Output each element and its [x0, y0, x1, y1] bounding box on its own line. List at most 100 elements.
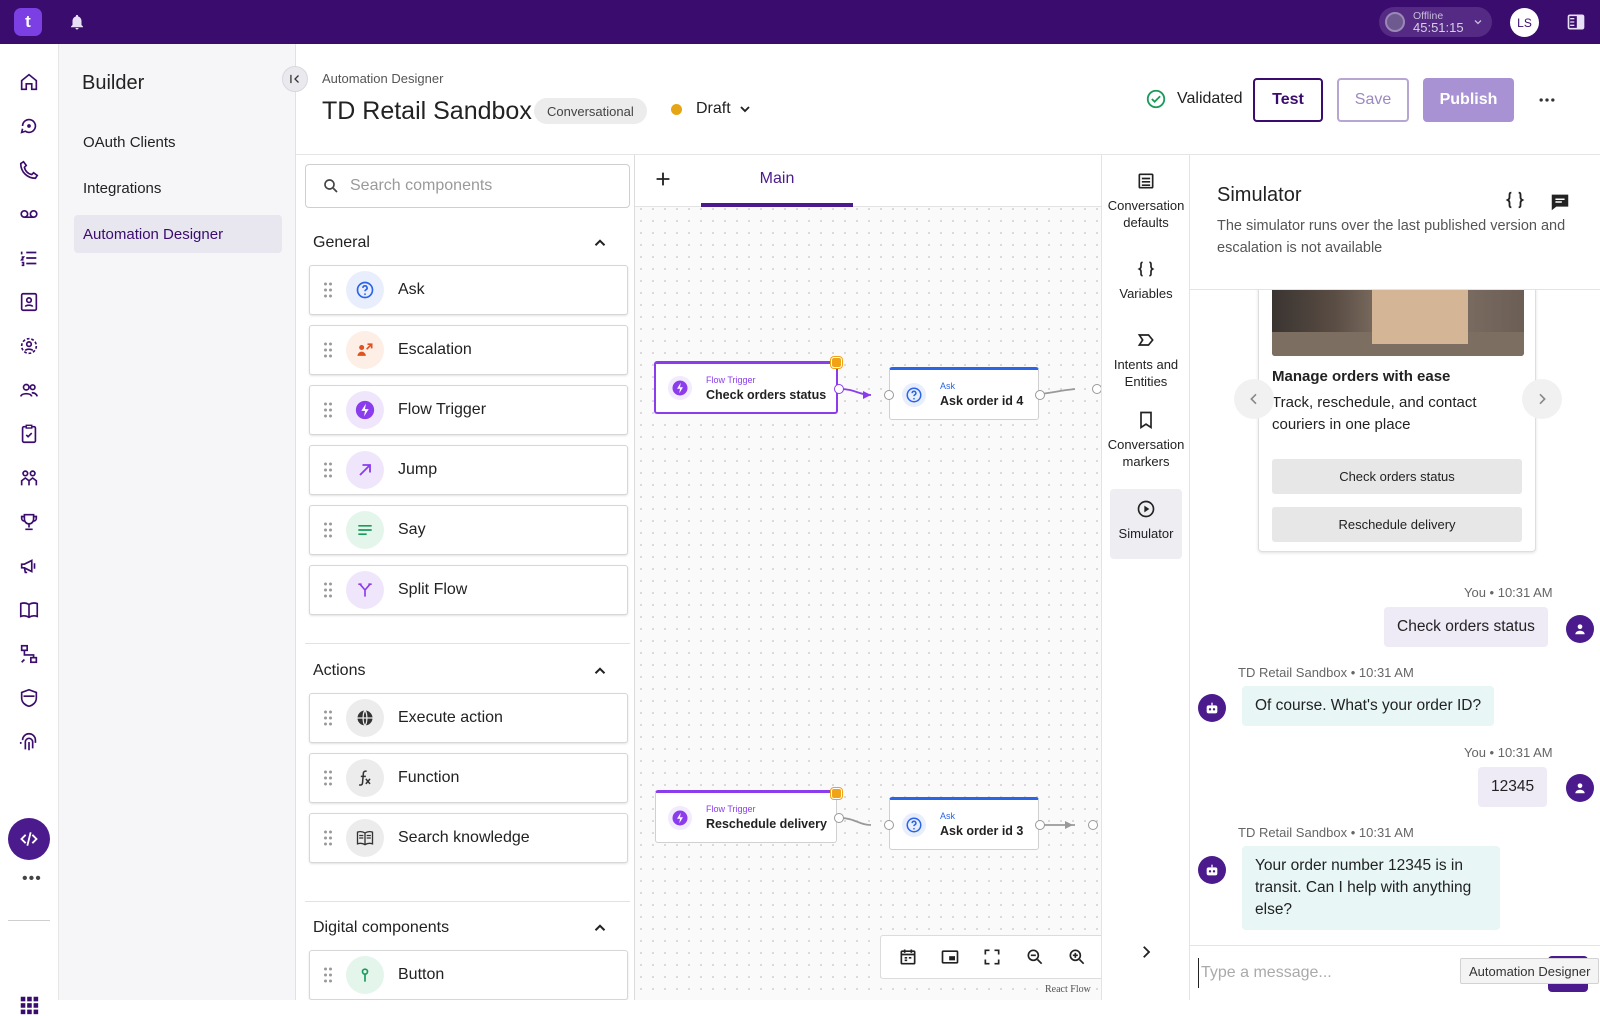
tool-variables[interactable]: Variables	[1110, 249, 1182, 302]
component-split-flow[interactable]: Split Flow	[309, 565, 628, 615]
card-button-check-orders[interactable]: Check orders status	[1272, 459, 1522, 494]
tool-simulator[interactable]: Simulator	[1110, 489, 1182, 559]
component-label: Say	[398, 521, 426, 538]
book-icon[interactable]	[17, 598, 41, 622]
component-label: Flow Trigger	[398, 401, 487, 418]
type-chip: Conversational	[534, 98, 647, 124]
collapse-sidebar-button[interactable]	[282, 66, 308, 92]
breadcrumb[interactable]: Automation Designer	[322, 71, 444, 86]
publish-button[interactable]: Publish	[1423, 78, 1514, 122]
status-label: Offline	[1413, 10, 1444, 22]
user-message: Check orders status	[1384, 607, 1548, 647]
tool-conversation-markers[interactable]: Conversation markers	[1108, 400, 1184, 470]
more-icon[interactable]: •••	[22, 870, 42, 887]
megaphone-icon[interactable]	[17, 554, 41, 578]
calendar-icon[interactable]	[898, 947, 918, 967]
node-reschedule-delivery[interactable]: Flow Trigger Reschedule delivery	[655, 790, 837, 843]
carousel-next-button[interactable]	[1522, 379, 1562, 419]
section-digital-components[interactable]: Digital components	[313, 919, 631, 937]
status-dropdown[interactable]: Draft	[671, 100, 753, 118]
zoom-out-icon[interactable]	[1025, 947, 1045, 967]
section-actions[interactable]: Actions	[313, 662, 631, 680]
target-handle[interactable]	[884, 820, 894, 830]
drag-handle-icon[interactable]	[310, 710, 346, 726]
source-handle[interactable]	[1035, 390, 1045, 400]
test-button[interactable]: Test	[1253, 78, 1323, 122]
drag-handle-icon[interactable]	[310, 462, 346, 478]
source-handle[interactable]	[834, 384, 844, 394]
fingerprint-icon[interactable]	[17, 730, 41, 754]
component-button[interactable]: Button	[309, 950, 628, 1000]
tab-main[interactable]: Main	[701, 155, 853, 207]
carousel-prev-button[interactable]	[1234, 379, 1274, 419]
target-handle[interactable]	[1092, 384, 1101, 394]
more-options-icon[interactable]	[1536, 90, 1558, 110]
list-icon[interactable]	[17, 246, 41, 270]
bell-icon[interactable]	[68, 13, 86, 31]
source-handle[interactable]	[834, 813, 844, 823]
component-search-knowledge[interactable]: Search knowledge	[309, 813, 628, 863]
agent-icon[interactable]	[17, 334, 41, 358]
drag-handle-icon[interactable]	[310, 967, 346, 983]
trophy-icon[interactable]	[17, 510, 41, 534]
save-button[interactable]: Save	[1337, 78, 1409, 122]
target-handle[interactable]	[884, 390, 894, 400]
json-braces-icon[interactable]	[1504, 189, 1526, 211]
component-say[interactable]: Say	[309, 505, 628, 555]
globe-icon	[346, 699, 384, 737]
clipboard-icon[interactable]	[17, 422, 41, 446]
component-function[interactable]: Function	[309, 753, 628, 803]
home-icon[interactable]	[17, 70, 41, 94]
app-logo[interactable]: t	[14, 8, 42, 36]
page-title: TD Retail Sandbox	[322, 97, 532, 125]
target-handle[interactable]	[1088, 820, 1098, 830]
drag-handle-icon[interactable]	[310, 342, 346, 358]
node-ask-order-id-4[interactable]: Ask Ask order id 4	[889, 367, 1039, 420]
drag-handle-icon[interactable]	[310, 522, 346, 538]
component-jump[interactable]: Jump	[309, 445, 628, 495]
nav-oauth-clients[interactable]: OAuth Clients	[83, 133, 176, 151]
drag-handle-icon[interactable]	[310, 582, 346, 598]
user-avatar[interactable]: LS	[1510, 8, 1539, 37]
users-icon[interactable]	[17, 466, 41, 490]
add-tab-icon[interactable]	[652, 168, 674, 190]
drag-handle-icon[interactable]	[310, 770, 346, 786]
component-flow-trigger[interactable]: Flow Trigger	[309, 385, 628, 435]
component-execute-action[interactable]: Execute action	[309, 693, 628, 743]
apps-grid-icon[interactable]	[18, 994, 40, 1016]
side-panel-icon[interactable]	[1566, 12, 1586, 32]
react-flow-attribution[interactable]: React Flow	[1045, 984, 1091, 995]
workflow-icon[interactable]	[17, 642, 41, 666]
tool-intents-entities[interactable]: Intents and Entities	[1110, 320, 1182, 390]
flow-canvas[interactable]: Main Flow Trigger Check orders status As…	[635, 155, 1101, 1000]
fit-view-icon[interactable]	[982, 947, 1002, 967]
message-input[interactable]	[1198, 958, 1498, 988]
component-escalation[interactable]: Escalation	[309, 325, 628, 375]
source-handle[interactable]	[1035, 820, 1045, 830]
code-icon[interactable]	[8, 818, 50, 860]
card-title: Manage orders with ease	[1272, 368, 1451, 385]
nav-automation-designer[interactable]: Automation Designer	[74, 215, 282, 253]
chat-icon[interactable]	[1549, 191, 1571, 213]
section-general[interactable]: General	[313, 234, 631, 252]
drag-handle-icon[interactable]	[310, 402, 346, 418]
agent-status-selector[interactable]: Offline 45:51:15	[1379, 7, 1492, 37]
phone-icon[interactable]	[17, 158, 41, 182]
chevron-right-icon[interactable]	[1137, 943, 1155, 961]
drag-handle-icon[interactable]	[310, 282, 346, 298]
tool-conversation-defaults[interactable]: Conversation defaults	[1108, 161, 1184, 231]
nav-integrations[interactable]: Integrations	[83, 179, 162, 197]
voicemail-icon[interactable]	[17, 202, 41, 226]
card-button-reschedule[interactable]: Reschedule delivery	[1272, 507, 1522, 542]
team-icon[interactable]	[17, 378, 41, 402]
contacts-icon[interactable]	[17, 290, 41, 314]
component-ask[interactable]: Ask	[309, 265, 628, 315]
node-check-orders-status[interactable]: Flow Trigger Check orders status	[654, 361, 838, 414]
drag-handle-icon[interactable]	[310, 830, 346, 846]
search-components-field[interactable]: Search components	[305, 164, 630, 208]
minimap-icon[interactable]	[940, 947, 960, 967]
zoom-in-icon[interactable]	[1067, 947, 1087, 967]
node-ask-order-id-3[interactable]: Ask Ask order id 3	[889, 797, 1039, 850]
shield-icon[interactable]	[17, 686, 41, 710]
conversations-icon[interactable]	[17, 114, 41, 138]
